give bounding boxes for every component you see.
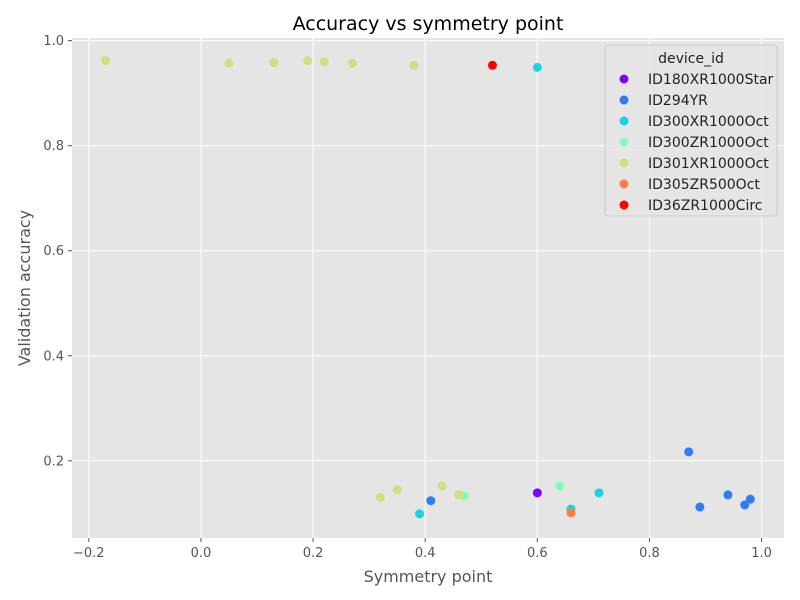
data-point-id301xr1000oct <box>302 56 312 66</box>
y-axis-label: Validation accuracy <box>15 210 34 366</box>
legend-entry: ID300XR1000Oct <box>648 114 769 130</box>
data-point-id301xr1000oct <box>437 481 447 491</box>
y-tick-label: 1.0 <box>43 34 64 49</box>
legend-entry: ID36ZR1000Circ <box>648 198 762 214</box>
legend-entry: ID294YR <box>648 93 708 109</box>
legend-marker <box>619 158 629 168</box>
x-tick-label: 0.0 <box>191 546 212 561</box>
legend-entry: ID305ZR500Oct <box>648 177 760 193</box>
data-point-id301xr1000oct <box>101 56 111 66</box>
data-points <box>101 56 755 519</box>
legend-entry: ID180XR1000Star <box>648 72 774 88</box>
x-tick-label: 1.0 <box>751 546 772 561</box>
y-tick-label: 0.8 <box>43 139 64 154</box>
data-point-id300zr1000oct <box>555 481 565 491</box>
data-point-id294yr <box>684 447 694 457</box>
y-tick-label: 0.4 <box>43 349 64 364</box>
x-tick-label: 0.6 <box>527 546 548 561</box>
x-tick-label: −0.2 <box>73 546 105 561</box>
data-point-id294yr <box>695 502 705 512</box>
legend-box <box>604 44 778 217</box>
y-tick-label: 0.2 <box>43 454 64 469</box>
ticks: −0.2 0.0 0.2 0.4 0.6 0.8 1.0 0.2 0.4 0.6 0.8 1.0 <box>43 34 772 561</box>
x-tick-label: 0.4 <box>415 546 436 561</box>
legend-marker <box>619 74 629 84</box>
data-point-id301xr1000oct <box>454 490 464 500</box>
x-tick-label: 0.2 <box>303 546 324 561</box>
data-point-id294yr <box>745 494 755 504</box>
data-point-id305zr500oct <box>566 508 576 518</box>
data-point-id180xr1000star <box>532 488 542 498</box>
data-point-id301xr1000oct <box>375 493 385 503</box>
data-point-id300xr1000oct <box>532 62 542 72</box>
chart-title: Accuracy vs symmetry point <box>293 13 564 35</box>
legend-marker <box>619 200 629 210</box>
legend-marker <box>619 116 629 126</box>
data-point-id301xr1000oct <box>269 58 279 68</box>
legend-title: device_id <box>658 51 724 67</box>
legend-marker <box>619 179 629 189</box>
legend-entry: ID300ZR1000Oct <box>648 135 769 151</box>
data-point-id301xr1000oct <box>392 485 402 495</box>
x-tick-label: 0.8 <box>639 546 660 561</box>
legend-marker <box>619 137 629 147</box>
data-point-id294yr <box>426 496 436 506</box>
data-point-id301xr1000oct <box>409 60 419 70</box>
legend-marker <box>619 95 629 105</box>
data-point-id301xr1000oct <box>319 57 329 67</box>
data-point-id294yr <box>740 500 750 510</box>
data-point-id36zr1000circ <box>487 60 497 70</box>
data-point-id294yr <box>723 490 733 500</box>
data-point-id300xr1000oct <box>415 509 425 519</box>
legend-entry: ID301XR1000Oct <box>648 156 769 172</box>
data-point-id301xr1000oct <box>347 58 357 68</box>
y-tick-label: 0.6 <box>43 244 64 259</box>
data-point-id301xr1000oct <box>224 58 234 68</box>
legend: device_id ID180XR1000Star ID294YR ID300XR1… <box>604 44 778 217</box>
x-axis-label: Symmetry point <box>364 567 493 586</box>
data-point-id300xr1000oct <box>594 488 604 498</box>
